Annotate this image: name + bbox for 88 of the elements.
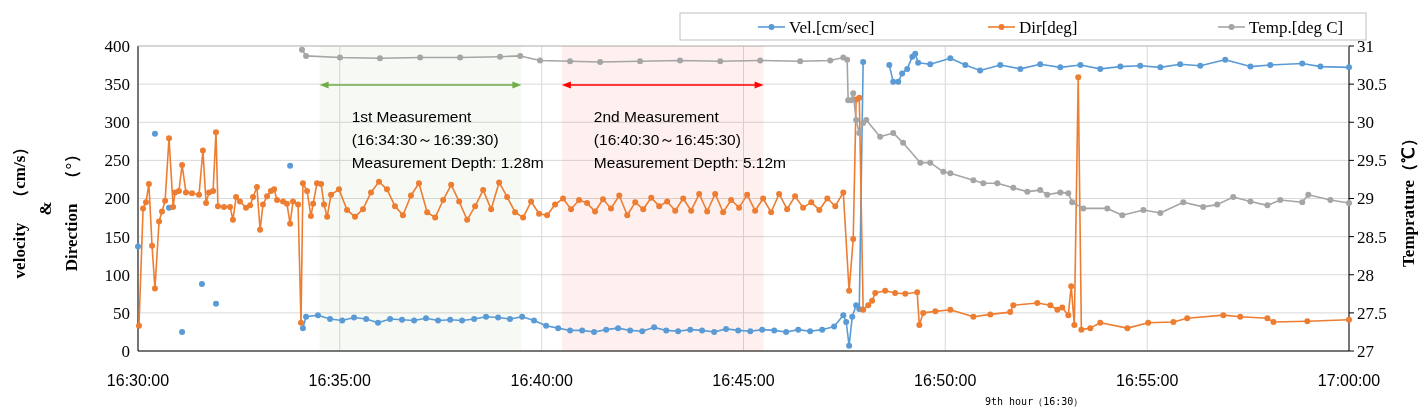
point [850, 90, 857, 97]
point [337, 54, 343, 61]
y-tick-label: 0 [121, 341, 130, 361]
y-tick-label: 350 [104, 75, 130, 95]
point [1214, 201, 1221, 208]
y-tick-label: 250 [104, 151, 130, 171]
y2-tick-label: 29.5 [1357, 151, 1387, 171]
x-axis-title: 9th hour（16:30） [985, 396, 1084, 407]
point [1119, 212, 1126, 219]
y-tick-label: 300 [104, 113, 130, 133]
legend-label: Temp.[deg C] [1249, 17, 1344, 37]
x-tick-label: 16:35:00 [308, 372, 371, 389]
y-tick-label: 50 [113, 303, 130, 323]
point [717, 58, 724, 65]
point [376, 55, 383, 62]
point [1140, 206, 1147, 213]
point [1037, 187, 1044, 194]
point [927, 159, 934, 166]
y-tick-label: 100 [104, 265, 130, 285]
x-tick-label: 16:30:00 [106, 372, 170, 389]
point [537, 57, 544, 64]
point [900, 139, 907, 146]
band-label: 1st Measurement (16:34:30～16:39:30) Measurement Depth: 1.28m [351, 108, 544, 171]
point [1247, 198, 1254, 205]
point [980, 180, 987, 187]
x-tick-label: 16:50:00 [914, 372, 977, 389]
band-label: 2nd Measurement (16:40:30～16:45:30) Measurement Depth: 5.12m [593, 108, 786, 171]
point [567, 58, 574, 65]
y-tick-label: 150 [104, 227, 130, 247]
point [1277, 197, 1284, 204]
point [863, 116, 870, 123]
point [797, 58, 804, 65]
point [1230, 193, 1237, 200]
y2-tick-label: 27 [1357, 341, 1375, 361]
x-tick-label: 16:55:00 [1116, 372, 1179, 389]
point [970, 177, 977, 184]
point [940, 168, 947, 175]
point [1104, 205, 1111, 212]
point [917, 159, 924, 166]
y2-tick-label: 29 [1357, 189, 1374, 209]
point [856, 129, 863, 136]
point [1299, 199, 1306, 206]
y2-tick-label: 28.5 [1357, 227, 1387, 247]
point [1010, 184, 1017, 191]
point [1180, 199, 1187, 206]
point [890, 129, 897, 136]
point [1157, 209, 1164, 216]
y2-tick-label: 30 [1357, 113, 1374, 133]
point [1044, 191, 1051, 198]
y2-tick-label: 28 [1357, 265, 1374, 285]
y2-tick-label: 31 [1357, 36, 1374, 56]
point [1024, 188, 1031, 195]
y-tick-label: 200 [104, 189, 130, 209]
x-tick-label: 17:00:00 [1317, 372, 1381, 389]
point [947, 170, 954, 177]
point [1057, 189, 1064, 196]
y-tick-label: 400 [104, 36, 130, 56]
point [844, 56, 851, 63]
legend-label: Vel.[cm/sec] [789, 17, 875, 37]
x-tick-label: 16:40:00 [510, 372, 573, 389]
point [298, 46, 305, 53]
point [497, 53, 504, 60]
point [1069, 199, 1076, 206]
point [457, 54, 464, 61]
point [877, 133, 884, 140]
y2-tick-label: 30.5 [1357, 75, 1387, 95]
y-axis-title: velocity （cm/s） & Direction （°） [10, 138, 81, 279]
point [637, 58, 644, 65]
point [417, 54, 424, 61]
point [1264, 202, 1271, 209]
point [1305, 191, 1312, 198]
x-tick-label: 16:45:00 [712, 372, 775, 389]
point [757, 57, 764, 64]
point [1080, 205, 1087, 212]
point [1200, 203, 1207, 210]
point [1065, 190, 1072, 197]
y2-axis-title: Temprature（℃） [1398, 130, 1418, 267]
point [827, 57, 834, 64]
point [1327, 197, 1334, 204]
point [853, 116, 860, 123]
y2-tick-label: 27.5 [1357, 303, 1387, 323]
point [517, 52, 524, 59]
point [994, 180, 1001, 187]
point [1346, 200, 1352, 207]
point [597, 59, 604, 66]
legend-label: Dir[deg] [1019, 17, 1078, 37]
point [303, 52, 310, 59]
point [677, 57, 684, 64]
